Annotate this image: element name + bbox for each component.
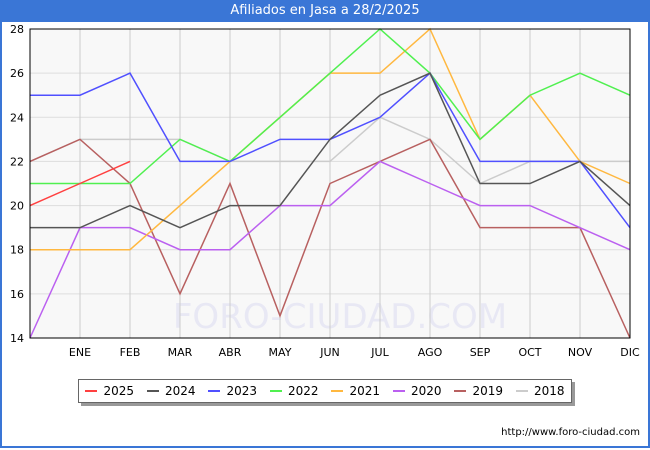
- legend-label: 2025: [103, 384, 135, 398]
- legend-swatch: [208, 390, 221, 392]
- series-line-2020: [29, 160, 631, 339]
- legend-swatch: [392, 390, 405, 392]
- legend-label: 2022: [287, 384, 319, 398]
- legend-label: 2020: [410, 384, 442, 398]
- y-tick-label: 28: [10, 23, 24, 36]
- y-tick-label: 26: [10, 67, 24, 80]
- x-tick-label: FEB: [120, 346, 141, 359]
- y-tick-label: 22: [10, 155, 24, 168]
- x-tick-label: NOV: [568, 346, 593, 359]
- y-tick-label: 24: [10, 111, 24, 124]
- y-tick-label: 16: [10, 288, 24, 301]
- legend-item-2023: 2023: [208, 384, 257, 398]
- legend-item-2018: 2018: [515, 384, 565, 398]
- source-url[interactable]: http://www.foro-ciudad.com: [501, 427, 640, 438]
- legend-item-2019: 2019: [454, 384, 503, 398]
- legend-swatch: [146, 390, 159, 392]
- x-tick-label: AGO: [418, 346, 443, 359]
- legend-item-2025: 2025: [85, 384, 134, 398]
- legend-item-2021: 2021: [331, 384, 380, 398]
- legend-swatch: [331, 390, 344, 392]
- legend-label: 2018: [533, 384, 565, 398]
- legend-label: 2021: [349, 384, 381, 398]
- x-tick-label: MAR: [168, 346, 193, 359]
- x-tick-label: SEP: [470, 346, 491, 359]
- watermark: FORO-CIUDAD.COM: [173, 297, 507, 337]
- legend-label: 2019: [472, 384, 504, 398]
- series-line-2022: [30, 27, 631, 185]
- y-tick-label: 20: [10, 200, 24, 213]
- legend-swatch: [454, 390, 467, 392]
- chart-title: Afiliados en Jasa a 28/2/2025: [0, 0, 650, 22]
- legend-item-2024: 2024: [146, 384, 196, 398]
- y-tick-label: 18: [10, 244, 24, 257]
- x-tick-label: DIC: [620, 346, 640, 359]
- legend-swatch: [269, 390, 282, 392]
- series-line-2025: [29, 160, 131, 207]
- x-tick-label: ENE: [69, 346, 91, 359]
- plot-border: [29, 28, 631, 339]
- x-tick-label: ABR: [219, 346, 242, 359]
- legend-label: 2024: [164, 384, 196, 398]
- series-line-2024: [30, 72, 631, 229]
- legend-item-2020: 2020: [392, 384, 442, 398]
- legend: 2025 2024 2023 2022 2021 2020 2019 2018: [78, 379, 572, 403]
- legend-item-2022: 2022: [269, 384, 319, 398]
- y-tick-label: 14: [10, 332, 24, 345]
- x-tick-label: JUL: [370, 346, 389, 359]
- legend-swatch: [515, 390, 528, 392]
- x-tick-label: JUN: [319, 346, 340, 359]
- x-tick-label: MAY: [269, 346, 292, 359]
- legend-label: 2023: [226, 384, 258, 398]
- legend-swatch: [85, 390, 98, 392]
- x-tick-label: OCT: [518, 346, 541, 359]
